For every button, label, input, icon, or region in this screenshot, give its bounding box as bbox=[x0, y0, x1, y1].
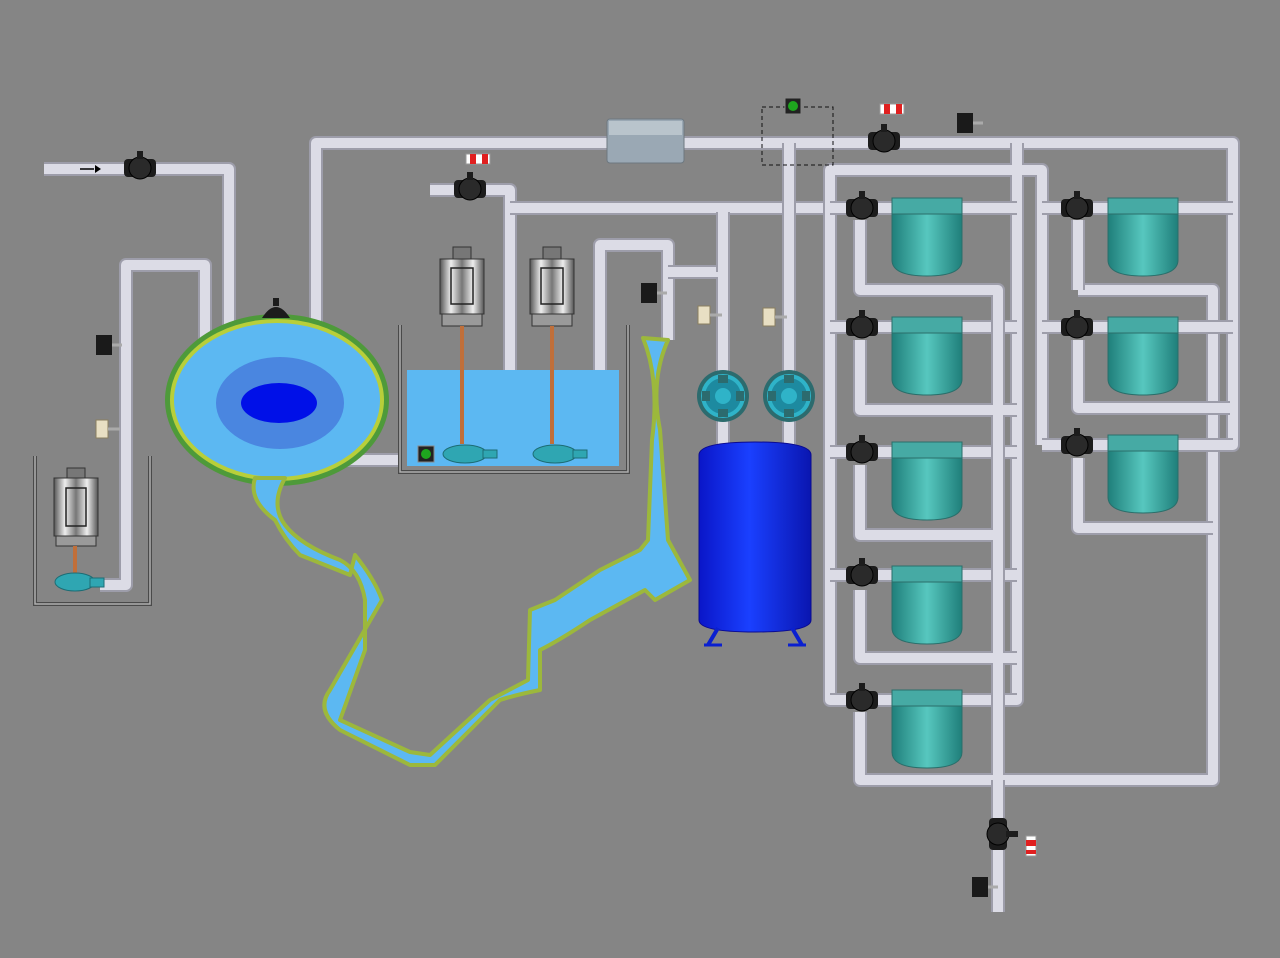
booster-pump-1[interactable] bbox=[697, 370, 749, 422]
gate-valve-8-icon[interactable] bbox=[846, 683, 878, 712]
gate-valve-4-icon[interactable] bbox=[846, 191, 878, 220]
lift-pump[interactable] bbox=[54, 572, 105, 592]
gate-valve-9-icon[interactable] bbox=[1061, 191, 1093, 220]
lift-pump-motor[interactable] bbox=[53, 467, 99, 576]
flow-meter-2-icon[interactable] bbox=[697, 305, 722, 325]
gate-valve-11-icon[interactable] bbox=[1061, 428, 1093, 457]
pressure-gauge-1-icon[interactable] bbox=[465, 153, 491, 165]
gate-valve-5-icon[interactable] bbox=[846, 310, 878, 339]
level-transmitter-1-icon[interactable] bbox=[96, 335, 122, 355]
pressure-gauge-3-icon[interactable] bbox=[1025, 835, 1037, 857]
gate-valve-7-icon[interactable] bbox=[846, 558, 878, 587]
pressure-gauge-2-icon[interactable] bbox=[879, 103, 905, 115]
mixer-pump-2[interactable] bbox=[532, 444, 588, 464]
media-filter-4[interactable] bbox=[891, 565, 963, 645]
mixer-pump-1[interactable] bbox=[442, 444, 498, 464]
booster-pump-2[interactable] bbox=[763, 370, 815, 422]
flow-meter-3-icon[interactable] bbox=[762, 307, 787, 327]
media-filter-6[interactable] bbox=[1107, 197, 1179, 277]
pipe-network bbox=[44, 136, 1240, 912]
media-filter-7[interactable] bbox=[1107, 316, 1179, 396]
level-transmitter-3-icon[interactable] bbox=[957, 113, 983, 133]
open-channel-stream bbox=[251, 336, 692, 767]
valve-set bbox=[124, 124, 1093, 850]
level-transmitter-4-icon[interactable] bbox=[972, 877, 998, 897]
level-transmitter-2-icon[interactable] bbox=[641, 283, 667, 303]
sensor-set bbox=[95, 103, 1037, 897]
media-filter-8[interactable] bbox=[1107, 434, 1179, 514]
gate-valve-2-icon[interactable] bbox=[454, 172, 486, 201]
lift-pump-sump bbox=[33, 456, 152, 606]
gate-valve-6-icon[interactable] bbox=[846, 435, 878, 464]
gate-valve-10-icon[interactable] bbox=[1061, 310, 1093, 339]
gate-valve-3-icon[interactable] bbox=[868, 124, 900, 153]
outlet-valve-icon[interactable] bbox=[986, 818, 1018, 850]
gate-valve-1-icon[interactable] bbox=[124, 151, 156, 180]
mixer-motor-1[interactable] bbox=[439, 246, 485, 444]
media-filter-5[interactable] bbox=[891, 689, 963, 769]
control-status-indicator[interactable] bbox=[784, 97, 802, 115]
inline-cartridge-filter bbox=[606, 118, 685, 164]
media-filter-1[interactable] bbox=[891, 197, 963, 277]
pond-vent-valve-icon[interactable] bbox=[262, 298, 290, 318]
inlet-flow-arrow-icon bbox=[80, 165, 101, 173]
clarifier-pond bbox=[165, 314, 389, 486]
media-filter-2[interactable] bbox=[891, 316, 963, 396]
media-filter-3[interactable] bbox=[891, 441, 963, 521]
flow-meter-1-icon[interactable] bbox=[95, 419, 120, 439]
mixing-tank-status-indicator[interactable] bbox=[417, 445, 435, 463]
mixer-motor-2[interactable] bbox=[529, 246, 575, 444]
pressure-tank[interactable] bbox=[698, 441, 812, 647]
filter-bank bbox=[891, 197, 1179, 769]
